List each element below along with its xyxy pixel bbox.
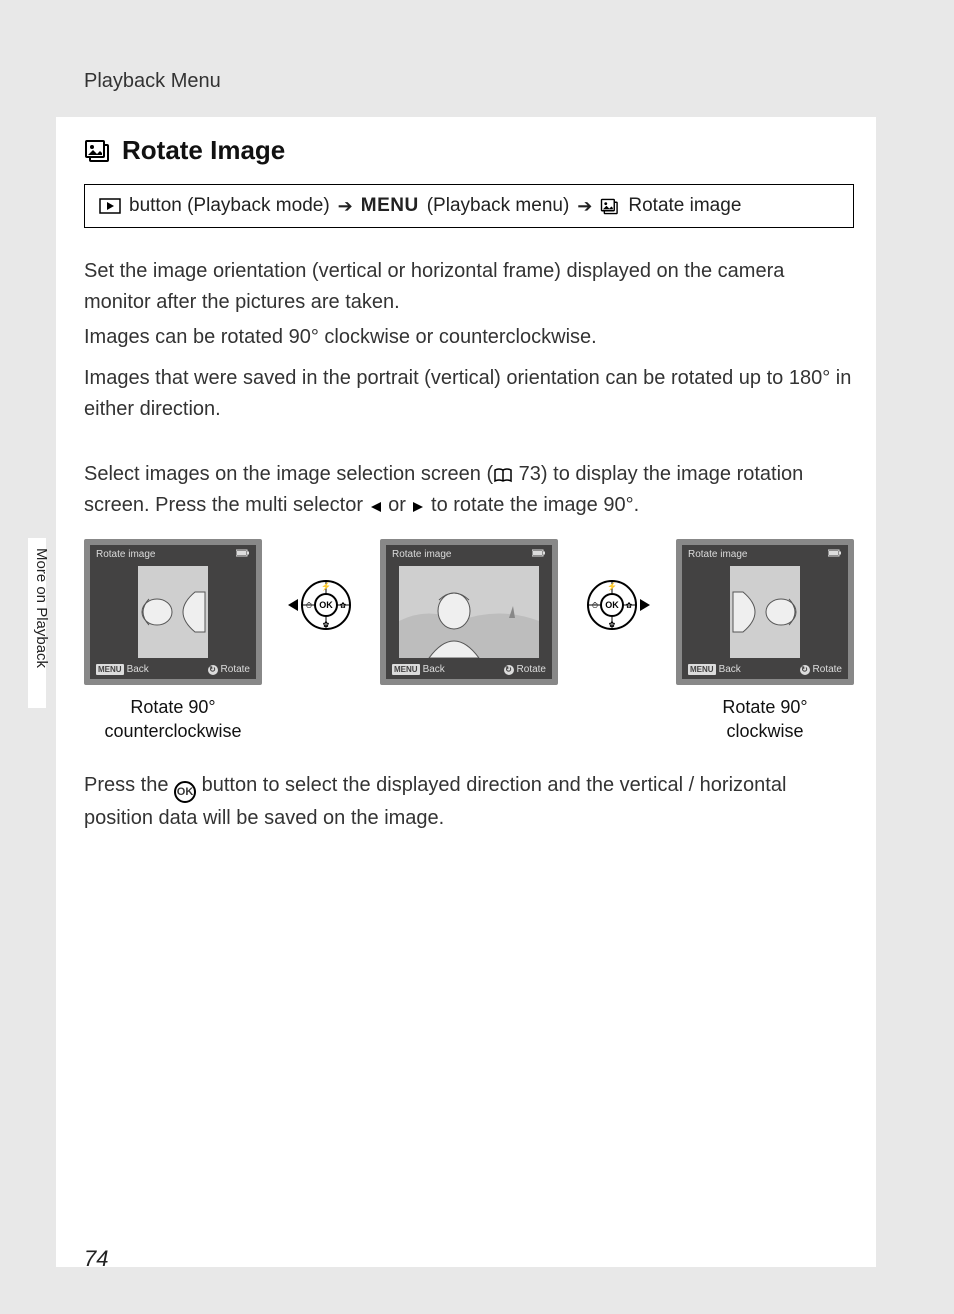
paragraph-4: Select images on the image selection scr… — [84, 459, 854, 521]
lcd-title: Rotate image — [688, 549, 747, 560]
lcd-back-label: MENU Back — [392, 664, 445, 675]
right-arrow-icon — [411, 500, 425, 514]
nav-step2-menu: MENU — [361, 195, 419, 217]
p4-part-d: to rotate the image 90°. — [425, 494, 639, 516]
battery-icon — [828, 549, 842, 560]
header-breadcrumb: Playback Menu — [84, 70, 221, 92]
caption-cw: Rotate 90° clockwise — [722, 695, 807, 744]
paragraph-3: Images that were saved in the portrait (… — [84, 363, 854, 425]
p4-ref: 73 — [519, 463, 541, 485]
body-text: Set the image orientation (vertical or h… — [84, 256, 854, 521]
lcd-screen-cw: Rotate image — [676, 539, 854, 685]
dpad-right-col: OK ⚡ ✿ ⏱ ✿ — [584, 539, 650, 633]
page-header: Playback Menu — [0, 0, 954, 93]
battery-icon — [236, 549, 250, 560]
rotate-dot-icon: ↻ — [800, 665, 810, 675]
nav-path-box: button (Playback mode) ➔ MENU (Playback … — [84, 184, 854, 228]
final-paragraph: Press the OK button to select the displa… — [84, 770, 854, 835]
svg-text:✿: ✿ — [626, 601, 633, 610]
arrow-icon: ➔ — [577, 196, 592, 217]
svg-text:⏱: ⏱ — [592, 601, 598, 610]
lcd-image-area — [690, 565, 840, 659]
svg-text:⏱: ⏱ — [306, 601, 312, 610]
paragraph-1: Set the image orientation (vertical or h… — [84, 256, 854, 318]
menu-badge: MENU — [392, 664, 420, 675]
lcd-image-area — [98, 565, 248, 659]
lcd-back-text: Back — [719, 664, 741, 675]
battery-icon — [532, 549, 546, 560]
book-ref-icon — [493, 467, 513, 483]
screen-cw-col: Rotate image — [676, 539, 854, 744]
arrow-icon: ➔ — [338, 196, 353, 217]
lcd-rotate-text: Rotate — [221, 664, 250, 675]
caption-ccw-line1: Rotate 90° — [130, 697, 215, 717]
lcd-back-text: Back — [127, 664, 149, 675]
lcd-rotate-label: ↻ Rotate — [800, 664, 842, 675]
screens-row: Rotate image — [84, 539, 854, 744]
lcd-back-label: MENU Back — [688, 664, 741, 675]
lcd-rotate-text: Rotate — [813, 664, 842, 675]
screen-ccw-col: Rotate image — [84, 539, 262, 744]
lcd-screen-center: Rotate image — [380, 539, 558, 685]
p4-part-a: Select images on the image selection scr… — [84, 463, 493, 485]
caption-ccw-line2: counterclockwise — [104, 721, 241, 741]
lcd-image-area — [394, 565, 544, 659]
caption-cw-line1: Rotate 90° — [722, 697, 807, 717]
menu-badge: MENU — [96, 664, 124, 675]
lcd-rotate-text: Rotate — [517, 664, 546, 675]
multi-selector-right-icon: OK ⚡ ✿ ⏱ ✿ — [584, 577, 650, 633]
section-title: Rotate Image — [84, 135, 854, 166]
content-area: Rotate Image button (Playback mode) ➔ ME… — [56, 117, 876, 1267]
caption-ccw: Rotate 90° counterclockwise — [104, 695, 241, 744]
p4-part-c: or — [383, 494, 412, 516]
svg-text:✿: ✿ — [609, 620, 616, 629]
svg-text:✿: ✿ — [323, 620, 330, 629]
rotate-dot-icon: ↻ — [504, 665, 514, 675]
multi-selector-left-icon: OK ⚡ ✿ ⏱ ✿ — [288, 577, 354, 633]
lcd-rotate-label: ↻ Rotate — [504, 664, 546, 675]
svg-text:⚡: ⚡ — [321, 581, 331, 591]
ok-button-icon: OK — [174, 781, 196, 803]
rotate-image-icon — [600, 198, 620, 215]
lcd-back-text: Back — [423, 664, 445, 675]
nav-step2-label: (Playback menu) — [427, 195, 570, 217]
menu-badge: MENU — [688, 664, 716, 675]
caption-cw-line2: clockwise — [726, 721, 803, 741]
section-title-text: Rotate Image — [122, 135, 285, 166]
ok-text: OK — [319, 600, 333, 610]
side-tab-label: More on Playback — [33, 548, 50, 668]
lcd-rotate-label: ↻ Rotate — [208, 664, 250, 675]
rotate-image-icon — [84, 139, 112, 163]
svg-text:⚡: ⚡ — [607, 581, 617, 591]
nav-step1: button (Playback mode) — [129, 195, 330, 217]
rotate-dot-icon: ↻ — [208, 665, 218, 675]
screen-center-col: Rotate image — [380, 539, 558, 685]
nav-step3: Rotate image — [628, 195, 741, 217]
lcd-title: Rotate image — [392, 549, 451, 560]
svg-text:✿: ✿ — [340, 601, 347, 610]
dpad-left-col: OK ⚡ ✿ ⏱ ✿ — [288, 539, 354, 633]
lcd-back-label: MENU Back — [96, 664, 149, 675]
playback-button-icon — [99, 198, 121, 214]
lcd-title: Rotate image — [96, 549, 155, 560]
page-number: 74 — [84, 1246, 108, 1272]
lcd-screen-ccw: Rotate image — [84, 539, 262, 685]
ok-text: OK — [605, 600, 619, 610]
paragraph-2: Images can be rotated 90° clockwise or c… — [84, 322, 854, 353]
left-arrow-icon — [369, 500, 383, 514]
final-a: Press the — [84, 774, 174, 796]
